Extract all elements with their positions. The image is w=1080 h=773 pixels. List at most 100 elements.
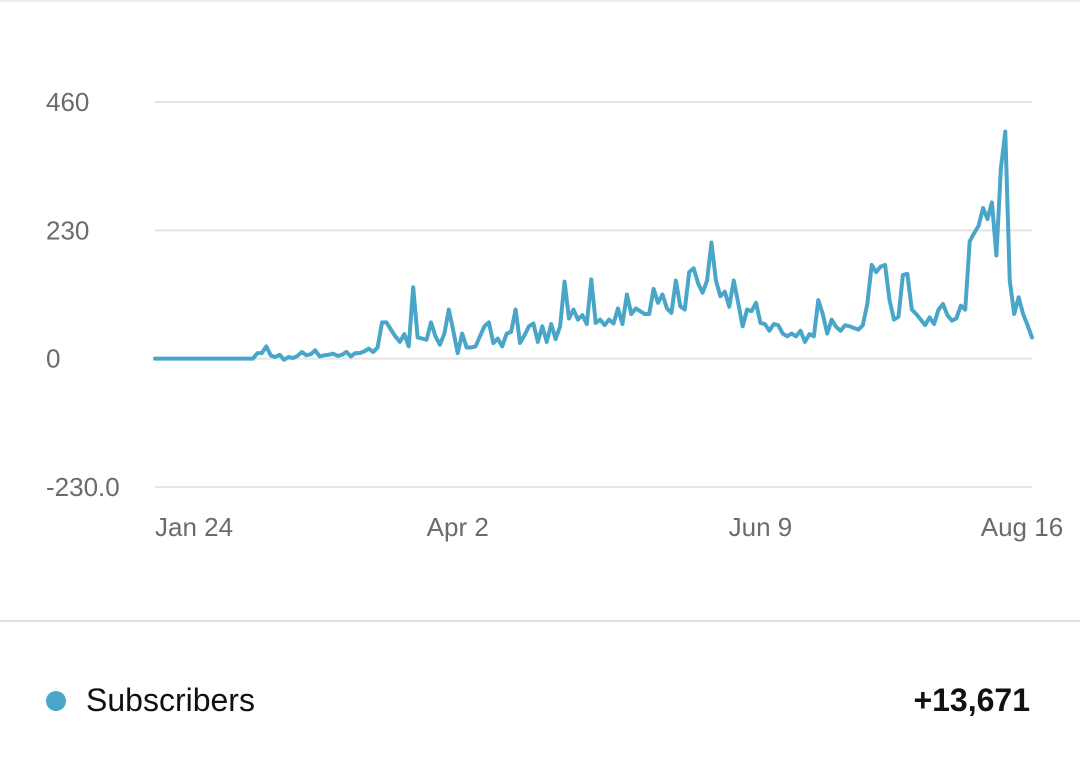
data-point bbox=[741, 325, 744, 328]
data-point bbox=[884, 263, 887, 266]
data-point bbox=[990, 201, 993, 204]
data-point bbox=[937, 308, 940, 311]
data-point bbox=[229, 357, 232, 360]
data-point bbox=[683, 308, 686, 311]
data-point bbox=[688, 271, 691, 274]
data-point bbox=[340, 353, 343, 356]
data-point bbox=[982, 207, 985, 210]
data-point bbox=[398, 340, 401, 343]
data-point bbox=[674, 279, 677, 282]
data-point bbox=[786, 335, 789, 338]
data-point bbox=[576, 318, 579, 321]
data-point bbox=[496, 337, 499, 340]
data-point bbox=[772, 323, 775, 326]
data-point bbox=[171, 357, 174, 360]
data-point bbox=[995, 254, 998, 257]
data-point bbox=[443, 332, 446, 335]
data-point bbox=[875, 271, 878, 274]
data-point bbox=[274, 355, 277, 358]
legend-divider bbox=[0, 620, 1080, 622]
data-point bbox=[541, 325, 544, 328]
data-point bbox=[924, 324, 927, 327]
data-point bbox=[754, 301, 757, 304]
data-point bbox=[385, 321, 388, 324]
data-point bbox=[710, 241, 713, 244]
data-point bbox=[300, 350, 303, 353]
data-point bbox=[812, 335, 815, 338]
data-point bbox=[590, 278, 593, 281]
data-point bbox=[545, 340, 548, 343]
data-point bbox=[732, 279, 735, 282]
data-point bbox=[706, 279, 709, 282]
data-point bbox=[403, 333, 406, 336]
data-point bbox=[376, 346, 379, 349]
data-point bbox=[910, 308, 913, 311]
data-point bbox=[844, 324, 847, 327]
data-point bbox=[412, 286, 415, 289]
data-point bbox=[180, 357, 183, 360]
data-point bbox=[803, 340, 806, 343]
data-point bbox=[487, 321, 490, 324]
data-point bbox=[648, 313, 651, 316]
x-tick-label: Aug 16 bbox=[981, 512, 1063, 542]
data-point bbox=[202, 357, 205, 360]
data-point bbox=[848, 325, 851, 328]
data-point bbox=[220, 357, 223, 360]
data-point bbox=[781, 332, 784, 335]
subscribers-line-chart: 460 230 0 -230.0 Jan 24 Apr 2 Jun 9 Aug 16 bbox=[46, 87, 1063, 542]
data-point bbox=[839, 329, 842, 332]
data-point bbox=[332, 352, 335, 355]
data-point bbox=[452, 329, 455, 332]
data-point bbox=[901, 273, 904, 276]
grid-layer bbox=[155, 101, 1032, 488]
y-axis: 460 230 0 -230.0 bbox=[46, 87, 120, 502]
data-point bbox=[670, 311, 673, 314]
data-point bbox=[906, 272, 909, 275]
top-divider bbox=[0, 0, 1080, 2]
data-point bbox=[225, 357, 228, 360]
data-point bbox=[536, 340, 539, 343]
legend-series-total: +13,671 bbox=[913, 682, 1030, 718]
data-point bbox=[652, 287, 655, 290]
data-point bbox=[928, 316, 931, 319]
data-point bbox=[198, 357, 201, 360]
data-point bbox=[478, 335, 481, 338]
data-point bbox=[434, 335, 437, 338]
data-point bbox=[964, 308, 967, 311]
data-point bbox=[892, 318, 895, 321]
data-point bbox=[830, 318, 833, 321]
data-point bbox=[363, 350, 366, 353]
legend-row[interactable]: Subscribers +13,671 bbox=[0, 670, 1080, 734]
data-point bbox=[1008, 279, 1011, 282]
data-point bbox=[407, 345, 410, 348]
data-point bbox=[621, 323, 624, 326]
data-point bbox=[305, 354, 308, 357]
data-point bbox=[750, 310, 753, 313]
data-point bbox=[599, 318, 602, 321]
data-point bbox=[714, 279, 717, 282]
data-point bbox=[888, 299, 891, 302]
data-point bbox=[968, 240, 971, 243]
data-point bbox=[554, 338, 557, 341]
data-point bbox=[162, 357, 165, 360]
data-point bbox=[955, 317, 958, 320]
y-tick-label: 460 bbox=[46, 87, 89, 117]
data-point bbox=[189, 357, 192, 360]
data-point bbox=[505, 332, 508, 335]
data-point bbox=[737, 301, 740, 304]
data-point bbox=[283, 358, 286, 361]
data-point bbox=[425, 338, 428, 341]
data-point bbox=[470, 346, 473, 349]
data-point bbox=[870, 263, 873, 266]
data-point bbox=[808, 333, 811, 336]
data-point bbox=[372, 350, 375, 353]
data-point bbox=[510, 330, 513, 333]
data-point bbox=[207, 357, 210, 360]
data-point bbox=[625, 293, 628, 296]
data-point bbox=[278, 353, 281, 356]
legend-series-name: Subscribers bbox=[86, 682, 255, 718]
data-point bbox=[795, 335, 798, 338]
y-tick-label: 230 bbox=[46, 215, 89, 245]
data-point bbox=[158, 357, 161, 360]
data-point bbox=[550, 323, 553, 326]
